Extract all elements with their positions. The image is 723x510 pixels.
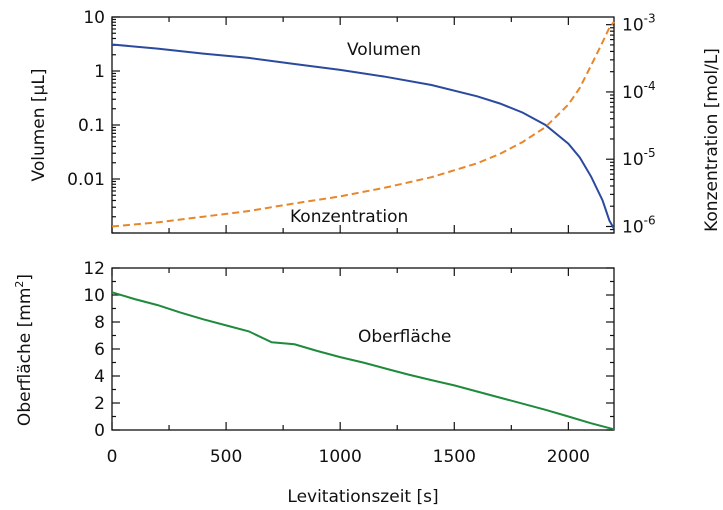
y2-tick-label: 10-3 <box>622 12 656 36</box>
x-tick-label: 1500 <box>433 447 476 467</box>
series-line-konzentration <box>111 21 615 228</box>
y-axis-title: Oberfläche [mm2] <box>13 274 35 426</box>
y-tick-label: 8 <box>94 313 105 333</box>
series-line-volumen <box>111 43 615 230</box>
y-tick-label: 0.01 <box>67 170 105 190</box>
y2-tick-label: 10-4 <box>622 79 656 103</box>
bottom-plot-frame <box>111 267 615 431</box>
x-tick-label: 2000 <box>547 447 590 467</box>
x-tick-label: 1000 <box>319 447 362 467</box>
y-tick-label: 10 <box>83 8 105 28</box>
x-axis-title: Levitationszeit [s] <box>287 487 438 507</box>
x-tick-label: 500 <box>210 447 242 467</box>
series-line-oberfläche <box>111 291 615 431</box>
y-tick-label: 6 <box>94 340 105 360</box>
y-tick-label: 2 <box>94 394 105 414</box>
x-tick-label: 0 <box>107 447 118 467</box>
y-tick-label: 10 <box>83 286 105 306</box>
y2-axis-title: Konzentration [mol/L] <box>702 48 722 232</box>
annotation-konzentration: Konzentration <box>290 207 408 227</box>
annotation-volumen: Volumen <box>347 40 421 60</box>
y-tick-label: 0 <box>94 421 105 441</box>
annotation-oberflaeche: Oberfläche <box>358 327 451 347</box>
y2-tick-label: 10-5 <box>622 146 656 170</box>
y-tick-label: 4 <box>94 367 105 387</box>
y-tick-label: 1 <box>94 62 105 82</box>
y-axis-title: Volumen [µL] <box>29 69 49 182</box>
y-tick-label: 0.1 <box>78 116 105 136</box>
y2-tick-label: 10-6 <box>622 213 656 237</box>
y-tick-label: 12 <box>83 259 105 279</box>
